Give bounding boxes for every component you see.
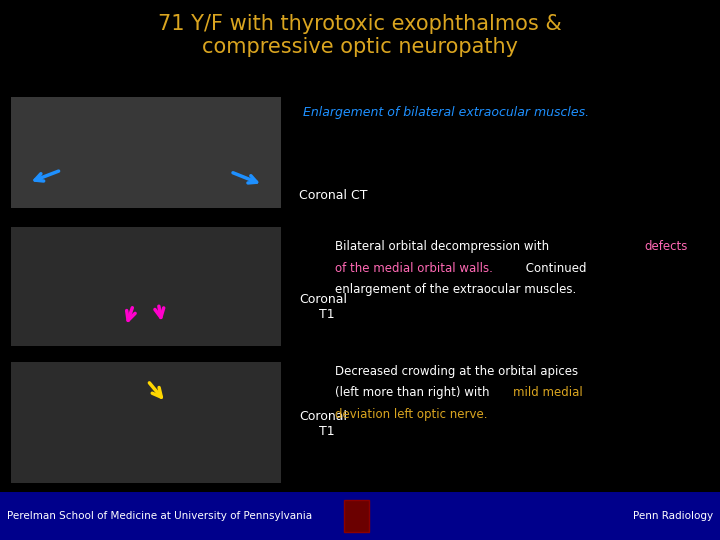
Text: Bilateral orbital decompression with: Bilateral orbital decompression with xyxy=(335,240,553,253)
Text: enlargement of the extraocular muscles.: enlargement of the extraocular muscles. xyxy=(335,284,576,296)
Text: Continued: Continued xyxy=(522,262,587,275)
Text: Enlargement of bilateral extraocular muscles.: Enlargement of bilateral extraocular mus… xyxy=(303,106,590,119)
Text: defects: defects xyxy=(644,240,688,253)
Text: Penn Radiology: Penn Radiology xyxy=(633,511,713,521)
Text: of the medial orbital walls.: of the medial orbital walls. xyxy=(335,262,492,275)
Text: mild medial: mild medial xyxy=(513,386,583,399)
Bar xyxy=(0,492,720,540)
Text: Coronal
  T1: Coronal T1 xyxy=(299,410,347,438)
Bar xyxy=(344,500,369,532)
Bar xyxy=(11,227,281,346)
Text: Coronal CT: Coronal CT xyxy=(299,189,367,202)
Text: Perelman School of Medicine at University of Pennsylvania: Perelman School of Medicine at Universit… xyxy=(7,511,312,521)
Text: Decreased crowding at the orbital apices: Decreased crowding at the orbital apices xyxy=(335,364,578,377)
Text: Coronal
  T1: Coronal T1 xyxy=(299,293,347,321)
Text: deviation left optic nerve.: deviation left optic nerve. xyxy=(335,408,487,421)
Text: 71 Y/F with thyrotoxic exophthalmos &
compressive optic neuropathy: 71 Y/F with thyrotoxic exophthalmos & co… xyxy=(158,14,562,57)
Bar xyxy=(11,362,281,483)
Text: (left more than right) with: (left more than right) with xyxy=(335,386,493,399)
Bar xyxy=(11,97,281,208)
